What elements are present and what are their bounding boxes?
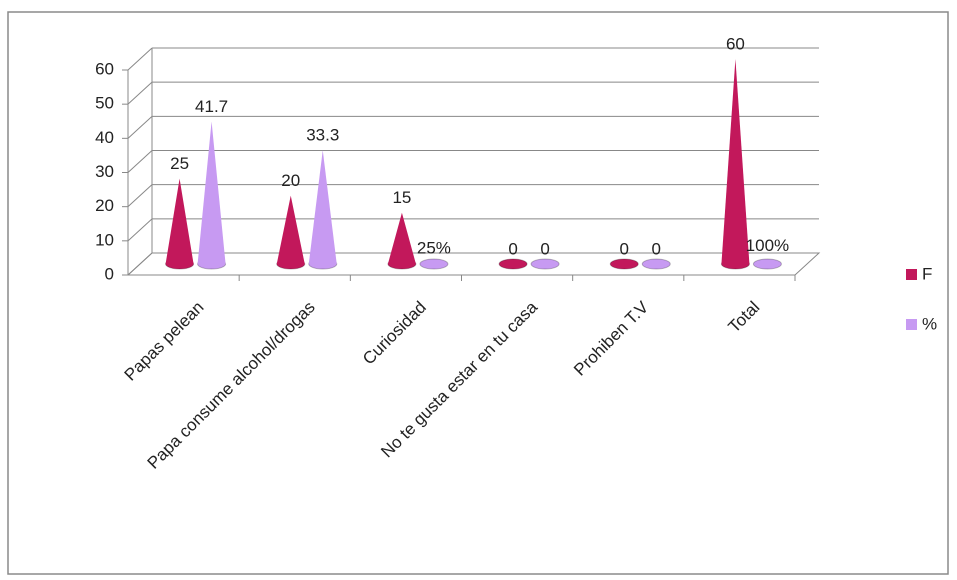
grid-line-side (127, 218, 153, 242)
cone (276, 195, 306, 270)
grid-line-side (127, 47, 153, 71)
legend-label: F (922, 264, 932, 283)
value-label: 25% (417, 239, 451, 258)
cone-base (530, 258, 560, 270)
value-label: 20 (281, 171, 300, 190)
cone (419, 258, 449, 270)
value-label: 100% (746, 236, 789, 255)
value-label: 0 (508, 239, 517, 258)
cone (720, 59, 750, 270)
value-label: 0 (540, 239, 549, 258)
grid-line-side (127, 81, 153, 105)
cone-body (197, 121, 226, 265)
cone (530, 258, 560, 270)
y-tick-label: 0 (105, 264, 114, 283)
chart-frame (7, 11, 949, 575)
cone-body (276, 195, 305, 264)
grid-line-side (127, 150, 153, 173)
cone (752, 258, 782, 270)
cone-body (165, 178, 194, 264)
cone (641, 258, 671, 270)
cone (498, 258, 528, 270)
value-label: 25 (170, 154, 189, 173)
grid-line-side (127, 252, 153, 276)
cone-body (308, 150, 337, 264)
y-tick-label: 20 (95, 196, 114, 215)
y-tick-label: 10 (95, 230, 114, 249)
value-label: 0 (620, 239, 629, 258)
value-label: 33.3 (306, 126, 339, 145)
grid-line-side (127, 115, 153, 139)
cone (165, 178, 195, 270)
cone (387, 212, 417, 270)
y-tick-label: 30 (95, 162, 114, 181)
cone (308, 150, 338, 270)
y-tick-label: 60 (95, 59, 114, 78)
cone (197, 121, 227, 270)
grid-line-side (127, 184, 153, 208)
value-label: 0 (652, 239, 661, 258)
cone-base (498, 258, 528, 270)
cone-base (641, 258, 671, 270)
cone-body (753, 260, 782, 264)
value-label: 60 (726, 34, 745, 53)
cone-body (387, 212, 416, 264)
floor (126, 252, 821, 276)
cone-body (721, 59, 750, 264)
value-label: 41.7 (195, 97, 228, 116)
cone-base (609, 258, 639, 270)
legend-label: % (922, 314, 937, 333)
legend-swatch (906, 269, 917, 280)
y-tick-label: 40 (95, 128, 114, 147)
cone (609, 258, 639, 270)
cone-base (419, 258, 449, 270)
legend-swatch (906, 319, 917, 330)
value-label: 15 (392, 188, 411, 207)
y-tick-label: 50 (95, 94, 114, 113)
